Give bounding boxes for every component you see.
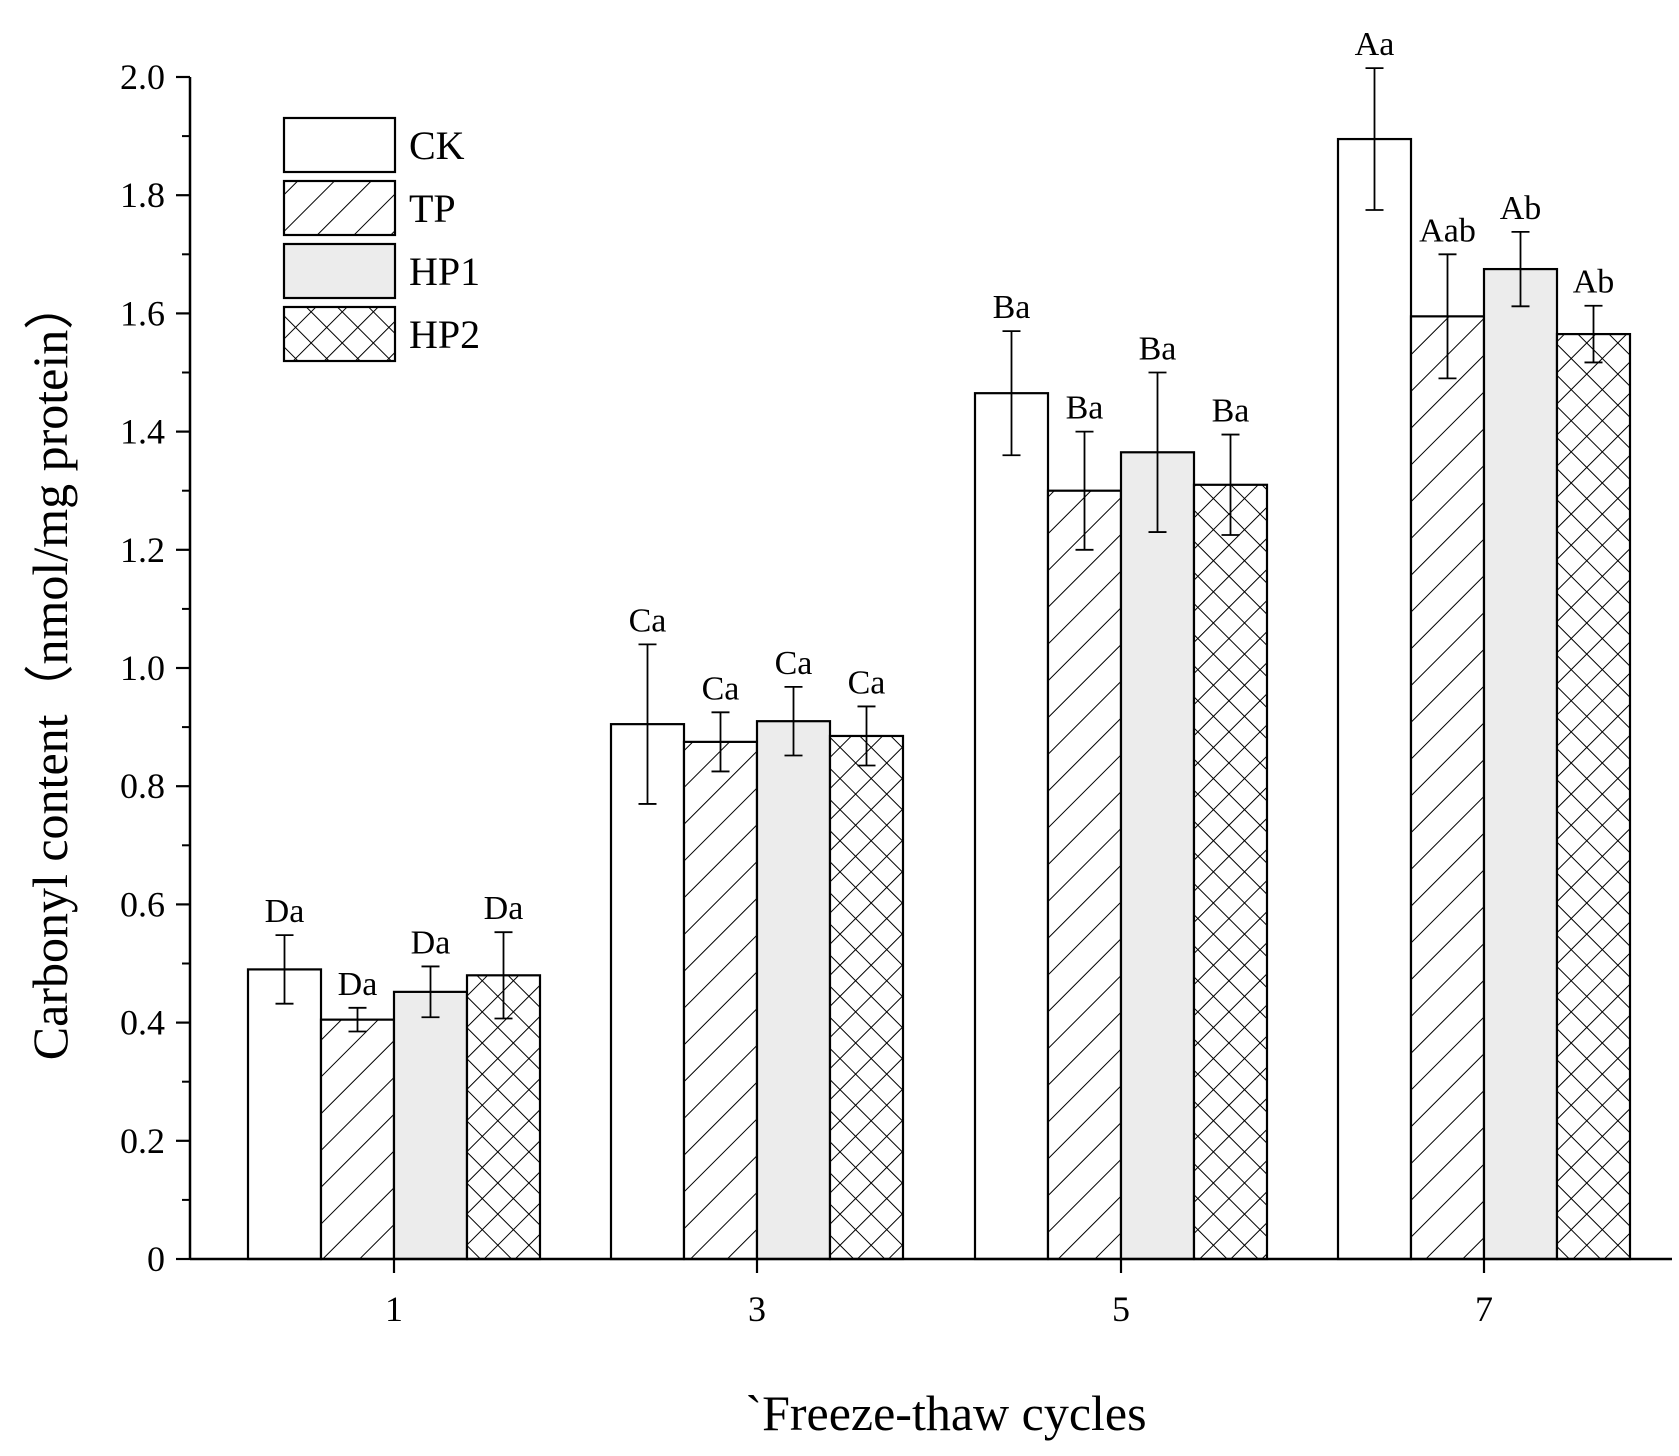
sig-label-hp2-cycle-1: Da bbox=[484, 890, 524, 927]
legend-label-hp1: HP1 bbox=[409, 249, 480, 294]
legend-label-hp2: HP2 bbox=[409, 312, 480, 357]
bar-tp-cycle-1 bbox=[319, 1018, 396, 1261]
legend-label-ck: CK bbox=[409, 123, 465, 168]
bar-hp2-cycle-5 bbox=[1192, 483, 1269, 1261]
bars-layer bbox=[246, 137, 1632, 1261]
y-tick-label-0: 0 bbox=[147, 1239, 165, 1279]
sig-label-tp-cycle-7: Aab bbox=[1419, 212, 1476, 249]
axes-layer: 0 0.2 0.4 0.6 0.8 1.0 1.2 1.4 1.6 1.8 2.0 1 3 5 7 bbox=[120, 57, 1672, 1329]
bar-hp2-cycle-7 bbox=[1555, 332, 1632, 1261]
x-tick-label-5: 5 bbox=[1112, 1289, 1130, 1329]
bar-tp-cycle-3 bbox=[682, 740, 759, 1261]
bar-tp-cycle-5 bbox=[1046, 489, 1123, 1261]
y-tick-label-0-4: 0.4 bbox=[120, 1003, 165, 1043]
bar-hp1-cycle-7 bbox=[1482, 267, 1559, 1261]
sig-label-ck-cycle-5: Ba bbox=[993, 289, 1031, 326]
sig-label-hp2-cycle-5: Ba bbox=[1212, 393, 1250, 430]
bar-ck-cycle-3 bbox=[609, 723, 686, 1261]
legend-label-tp: TP bbox=[409, 186, 456, 231]
sig-label-ck-cycle-3: Ca bbox=[629, 602, 667, 639]
sig-label-tp-cycle-3: Ca bbox=[702, 670, 740, 707]
legend: CK TP HP1 HP2 bbox=[282, 116, 480, 363]
y-tick-label-1-2: 1.2 bbox=[120, 530, 165, 570]
legend-swatch-ck bbox=[282, 116, 397, 174]
bar-tp-cycle-7 bbox=[1409, 315, 1486, 1261]
bar-hp1-cycle-3 bbox=[755, 720, 832, 1261]
y-tick-label-0-6: 0.6 bbox=[120, 884, 165, 924]
legend-swatch-hp1 bbox=[282, 242, 397, 300]
bar-ck-cycle-1 bbox=[246, 968, 323, 1261]
y-axis-label: Carbonyl content（nmol/mg protein） bbox=[22, 280, 78, 1060]
sig-label-hp2-cycle-3: Ca bbox=[848, 664, 886, 701]
x-axis-label: `Freeze-thaw cycles bbox=[745, 1385, 1146, 1441]
y-tick-label-0-8: 0.8 bbox=[120, 766, 165, 806]
y-tick-label-1-8: 1.8 bbox=[120, 175, 165, 215]
sig-label-hp2-cycle-7: Ab bbox=[1573, 264, 1615, 301]
legend-swatch-tp bbox=[282, 179, 397, 237]
y-tick-label-1-0: 1.0 bbox=[120, 648, 165, 688]
sig-label-hp1-cycle-7: Ab bbox=[1500, 190, 1542, 227]
sig-label-tp-cycle-1: Da bbox=[338, 966, 378, 1003]
bar-ck-cycle-5 bbox=[973, 392, 1050, 1261]
y-tick-label-2-0: 2.0 bbox=[120, 57, 165, 97]
sig-label-hp1-cycle-1: Da bbox=[411, 924, 451, 961]
y-tick-label-1-4: 1.4 bbox=[120, 412, 165, 452]
bar-ck-cycle-7 bbox=[1336, 137, 1413, 1261]
error-bars-layer bbox=[275, 67, 1603, 1033]
y-tick-label-0-2: 0.2 bbox=[120, 1121, 165, 1161]
bar-hp1-cycle-5 bbox=[1119, 451, 1196, 1261]
sig-label-hp1-cycle-3: Ca bbox=[775, 645, 813, 682]
x-tick-label-7: 7 bbox=[1475, 1289, 1493, 1329]
legend-swatch-hp2 bbox=[282, 305, 397, 363]
bar-hp2-cycle-1 bbox=[465, 974, 542, 1261]
sig-label-ck-cycle-1: Da bbox=[265, 893, 305, 930]
sig-label-hp1-cycle-5: Ba bbox=[1139, 331, 1177, 368]
sig-label-ck-cycle-7: Aa bbox=[1355, 26, 1395, 63]
y-tick-label-1-6: 1.6 bbox=[120, 293, 165, 333]
bar-hp1-cycle-1 bbox=[392, 990, 469, 1261]
x-tick-label-3: 3 bbox=[748, 1289, 766, 1329]
sig-label-tp-cycle-5: Ba bbox=[1066, 390, 1104, 427]
x-tick-label-1: 1 bbox=[385, 1289, 403, 1329]
bar-hp2-cycle-3 bbox=[828, 734, 905, 1261]
significance-labels-layer: Da Ca Ba Aa Da Ca Ba Aab Da Ca Ba Ab Da Ca Ba Ab bbox=[265, 26, 1615, 1003]
